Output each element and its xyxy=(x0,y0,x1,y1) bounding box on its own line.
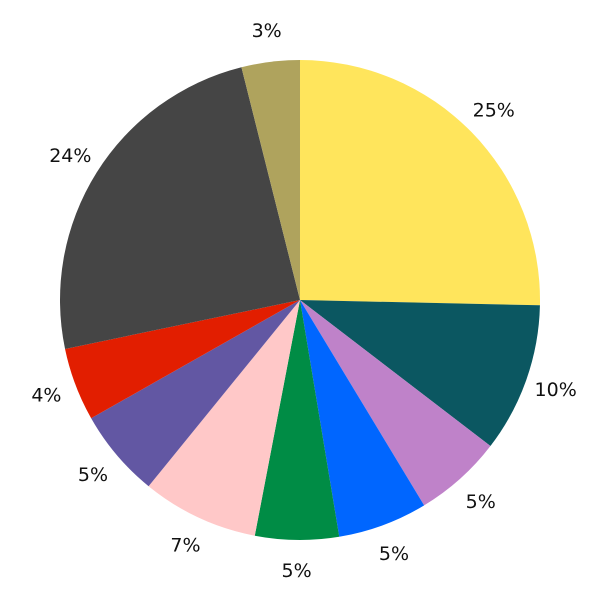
slice-label: 5% xyxy=(379,543,409,565)
pie-labels: 25% 10% 5% 5% 5% 7% 5% 4% 24% 3% xyxy=(31,20,576,582)
pie-slice xyxy=(300,300,540,447)
slice-label: 24% xyxy=(49,145,91,167)
pie-slice xyxy=(148,300,300,536)
pie-slice xyxy=(65,300,300,419)
pie-slice xyxy=(60,67,300,349)
pie-slice xyxy=(300,300,425,537)
pie-slice xyxy=(254,300,340,540)
slice-label: 4% xyxy=(31,385,61,407)
slice-label: 25% xyxy=(473,100,515,122)
slice-label: 7% xyxy=(170,535,200,557)
slice-label: 5% xyxy=(466,491,496,513)
slice-label: 5% xyxy=(281,560,311,582)
pie-slice xyxy=(300,300,491,506)
pie-slice xyxy=(91,300,300,487)
pie-slice xyxy=(241,60,300,300)
slice-label: 10% xyxy=(535,379,577,401)
pie-slices xyxy=(60,60,541,540)
slice-label: 3% xyxy=(252,20,282,42)
pie-slice xyxy=(300,60,541,306)
slice-label: 5% xyxy=(78,464,108,486)
